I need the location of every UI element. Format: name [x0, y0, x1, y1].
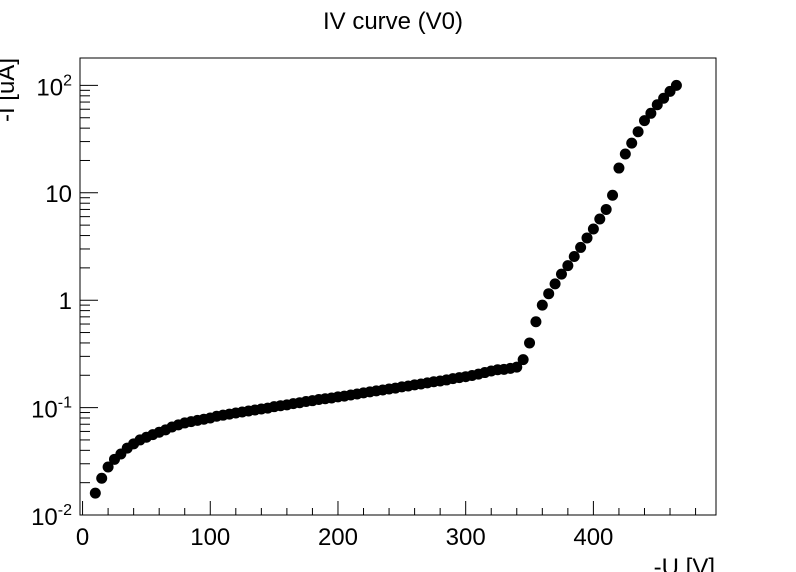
data-point [587, 223, 599, 235]
data-point [555, 268, 567, 280]
x-axis-label: -U [V] [654, 554, 715, 572]
data-point [575, 241, 587, 253]
data-point [594, 213, 606, 225]
data-point [562, 260, 574, 272]
x-tick-label: 100 [190, 524, 230, 551]
data-point [626, 137, 638, 149]
data-point [543, 288, 555, 300]
data-point [568, 251, 580, 263]
x-tick-label: 0 [76, 524, 89, 551]
x-tick-label: 400 [573, 524, 613, 551]
data-point [581, 232, 593, 244]
chart-title: IV curve (V0) [323, 8, 463, 35]
y-tick-label: 102 [36, 72, 72, 101]
x-tick-label: 300 [446, 524, 486, 551]
y-tick-label: 10-2 [31, 502, 72, 531]
data-point [613, 162, 625, 174]
y-tick-label: 10 [45, 181, 72, 208]
data-points [89, 79, 682, 499]
x-tick-label: 200 [318, 524, 358, 551]
y-axis-label: -I [uA] [0, 58, 20, 122]
data-point [607, 189, 619, 201]
data-point [524, 337, 536, 349]
data-point [619, 148, 631, 160]
data-point [89, 487, 101, 499]
data-point [530, 316, 542, 328]
data-point [645, 107, 657, 119]
data-point [670, 79, 682, 91]
data-point [638, 115, 650, 127]
y-tick-label: 1 [59, 288, 72, 315]
axes: 0 100 200 300 400 10-2 10-1 1 10 102 [31, 72, 697, 551]
data-point [632, 126, 644, 138]
data-point [536, 299, 548, 311]
data-point [102, 461, 114, 473]
data-point [96, 472, 108, 484]
data-point [517, 354, 529, 366]
y-tick-label: 10-1 [31, 395, 72, 424]
plot-frame [79, 57, 717, 516]
data-point [600, 203, 612, 215]
data-point [511, 361, 523, 373]
data-point [549, 278, 561, 290]
